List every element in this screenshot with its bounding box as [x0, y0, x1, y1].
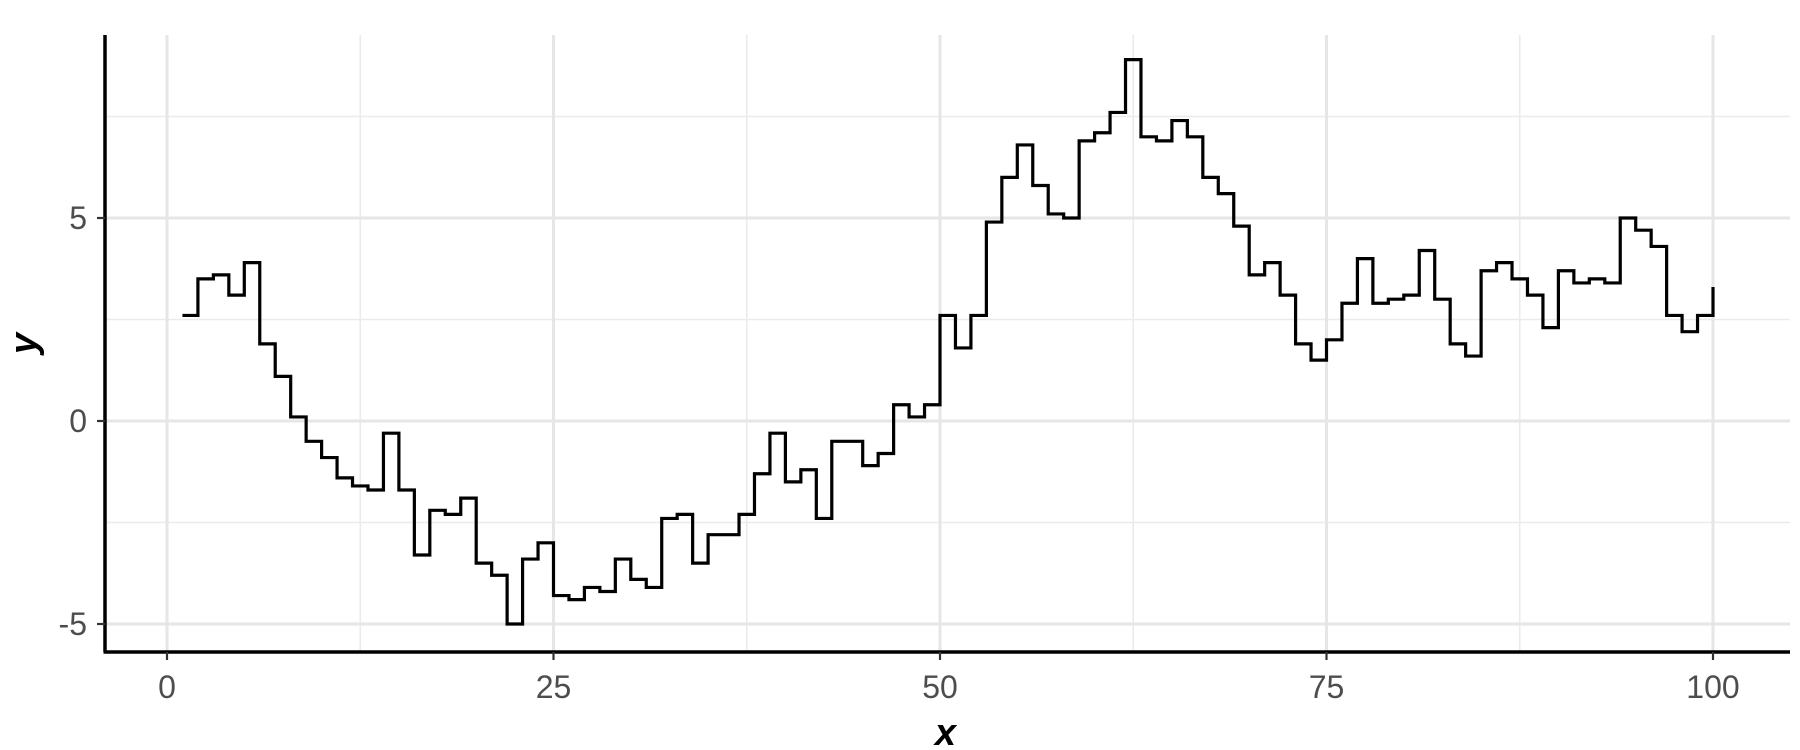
series-line	[182, 58, 1715, 626]
major-gridlines	[105, 35, 1790, 652]
x-tick-label: 75	[1309, 669, 1345, 705]
y-tick-label: 0	[69, 403, 87, 439]
y-axis-title: y	[3, 331, 45, 356]
x-tick-label: 0	[158, 669, 176, 705]
axes	[97, 35, 1790, 660]
x-axis-title: x	[933, 712, 958, 750]
tick-labels: 0 25 50 75 100 -5 0 5	[59, 200, 1740, 705]
x-tick-label: 25	[536, 669, 572, 705]
y-tick-label: -5	[59, 606, 87, 642]
minor-gridlines	[105, 35, 1790, 652]
x-tick-label: 100	[1686, 669, 1739, 705]
x-tick-label: 50	[922, 669, 958, 705]
y-tick-label: 5	[69, 200, 87, 236]
